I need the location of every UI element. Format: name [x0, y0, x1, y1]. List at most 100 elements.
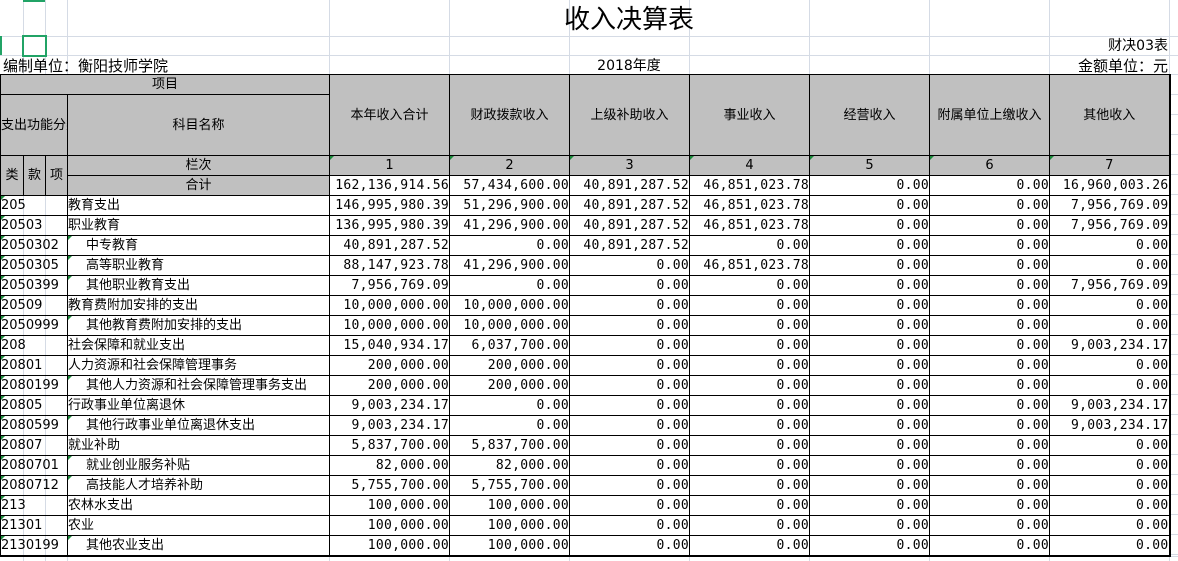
- total-value[interactable]: 0.00: [929, 175, 1051, 196]
- row-value[interactable]: 146,995,980.39: [329, 195, 451, 216]
- row-value[interactable]: 0.00: [569, 355, 691, 376]
- row-value[interactable]: 7,956,769.09: [329, 275, 451, 296]
- row-value[interactable]: 0.00: [809, 455, 931, 476]
- row-value[interactable]: 0.00: [569, 535, 691, 557]
- row-value[interactable]: 0.00: [809, 495, 931, 516]
- row-code[interactable]: 2050305: [0, 255, 68, 276]
- row-value[interactable]: 0.00: [689, 335, 811, 356]
- row-name[interactable]: 农业: [66, 515, 331, 536]
- row-code[interactable]: 205: [0, 195, 68, 216]
- row-value[interactable]: 46,851,023.78: [689, 195, 811, 216]
- row-value[interactable]: 0.00: [809, 295, 931, 316]
- row-value[interactable]: 7,956,769.09: [1049, 215, 1171, 236]
- row-value[interactable]: 40,891,287.52: [569, 215, 691, 236]
- row-value[interactable]: 0.00: [569, 455, 691, 476]
- column-no-5[interactable]: 5: [809, 155, 931, 176]
- row-value[interactable]: 0.00: [569, 335, 691, 356]
- row-value[interactable]: 0.00: [569, 395, 691, 416]
- row-name[interactable]: 中专教育: [66, 235, 331, 256]
- row-value[interactable]: 9,003,234.17: [329, 395, 451, 416]
- row-value[interactable]: 0.00: [929, 335, 1051, 356]
- selected-cell[interactable]: [22, 35, 47, 57]
- row-name[interactable]: 其他农业支出: [66, 535, 331, 557]
- row-code[interactable]: 2050302: [0, 235, 68, 256]
- row-value[interactable]: 0.00: [569, 375, 691, 396]
- row-name[interactable]: 人力资源和社会保障管理事务: [66, 355, 331, 376]
- row-value[interactable]: 10,000,000.00: [449, 295, 571, 316]
- row-value[interactable]: 0.00: [929, 395, 1051, 416]
- row-value[interactable]: 0.00: [689, 455, 811, 476]
- row-value[interactable]: 0.00: [1049, 475, 1171, 496]
- row-code[interactable]: 20807: [0, 435, 68, 456]
- row-value[interactable]: 0.00: [1049, 295, 1171, 316]
- row-name[interactable]: 教育支出: [66, 195, 331, 216]
- row-name[interactable]: 其他教育费附加安排的支出: [66, 315, 331, 336]
- row-value[interactable]: 0.00: [689, 275, 811, 296]
- row-value[interactable]: 0.00: [929, 215, 1051, 236]
- row-name[interactable]: 教育费附加安排的支出: [66, 295, 331, 316]
- row-name[interactable]: 农林水支出: [66, 495, 331, 516]
- row-value[interactable]: 0.00: [809, 415, 931, 436]
- row-value[interactable]: 51,296,900.00: [449, 195, 571, 216]
- row-value[interactable]: 40,891,287.52: [569, 235, 691, 256]
- row-code[interactable]: 20805: [0, 395, 68, 416]
- row-value[interactable]: 100,000.00: [329, 495, 451, 516]
- row-value[interactable]: 9,003,234.17: [1049, 415, 1171, 436]
- row-value[interactable]: 88,147,923.78: [329, 255, 451, 276]
- row-value[interactable]: 0.00: [809, 395, 931, 416]
- row-value[interactable]: 0.00: [929, 535, 1051, 557]
- row-value[interactable]: 0.00: [689, 415, 811, 436]
- row-code[interactable]: 20503: [0, 215, 68, 236]
- row-value[interactable]: 0.00: [809, 535, 931, 557]
- row-value[interactable]: 0.00: [1049, 315, 1171, 336]
- row-value[interactable]: 200,000.00: [449, 355, 571, 376]
- row-value[interactable]: 9,003,234.17: [329, 415, 451, 436]
- row-value[interactable]: 200,000.00: [329, 355, 451, 376]
- row-name[interactable]: 高技能人才培养补助: [66, 475, 331, 496]
- row-value[interactable]: 0.00: [809, 515, 931, 536]
- column-no-3[interactable]: 3: [569, 155, 691, 176]
- row-value[interactable]: 41,296,900.00: [449, 215, 571, 236]
- total-value[interactable]: 57,434,600.00: [449, 175, 571, 196]
- row-value[interactable]: 0.00: [569, 275, 691, 296]
- row-code[interactable]: 2080712: [0, 475, 68, 496]
- row-name[interactable]: 其他职业教育支出: [66, 275, 331, 296]
- row-value[interactable]: 0.00: [1049, 435, 1171, 456]
- row-code[interactable]: 2080199: [0, 375, 68, 396]
- row-value[interactable]: 0.00: [929, 355, 1051, 376]
- row-value[interactable]: 0.00: [929, 495, 1051, 516]
- column-no-2[interactable]: 2: [449, 155, 571, 176]
- row-value[interactable]: 0.00: [1049, 535, 1171, 557]
- row-value[interactable]: 9,003,234.17: [1049, 335, 1171, 356]
- row-value[interactable]: 100,000.00: [449, 535, 571, 557]
- row-value[interactable]: 100,000.00: [329, 535, 451, 557]
- row-value[interactable]: 100,000.00: [449, 515, 571, 536]
- row-code[interactable]: 2130199: [0, 535, 68, 557]
- row-value[interactable]: 0.00: [929, 195, 1051, 216]
- row-value[interactable]: 0.00: [929, 455, 1051, 476]
- row-value[interactable]: 0.00: [929, 515, 1051, 536]
- row-value[interactable]: 10,000,000.00: [449, 315, 571, 336]
- row-value[interactable]: 0.00: [809, 255, 931, 276]
- row-value[interactable]: 0.00: [689, 315, 811, 336]
- row-value[interactable]: 0.00: [929, 415, 1051, 436]
- row-name[interactable]: 职业教育: [66, 215, 331, 236]
- row-value[interactable]: 0.00: [809, 215, 931, 236]
- row-value[interactable]: 0.00: [449, 275, 571, 296]
- row-value[interactable]: 0.00: [689, 375, 811, 396]
- row-value[interactable]: 0.00: [449, 415, 571, 436]
- column-no-4[interactable]: 4: [689, 155, 811, 176]
- row-name[interactable]: 行政事业单位离退休: [66, 395, 331, 416]
- row-value[interactable]: 0.00: [569, 415, 691, 436]
- row-value[interactable]: 0.00: [569, 435, 691, 456]
- row-code[interactable]: 213: [0, 495, 68, 516]
- row-code[interactable]: 2050399: [0, 275, 68, 296]
- row-value[interactable]: 0.00: [449, 395, 571, 416]
- row-value[interactable]: 0.00: [1049, 495, 1171, 516]
- row-value[interactable]: 0.00: [809, 315, 931, 336]
- row-value[interactable]: 0.00: [929, 295, 1051, 316]
- row-value[interactable]: 0.00: [809, 375, 931, 396]
- row-value[interactable]: 0.00: [689, 235, 811, 256]
- row-value[interactable]: 0.00: [569, 475, 691, 496]
- row-value[interactable]: 9,003,234.17: [1049, 395, 1171, 416]
